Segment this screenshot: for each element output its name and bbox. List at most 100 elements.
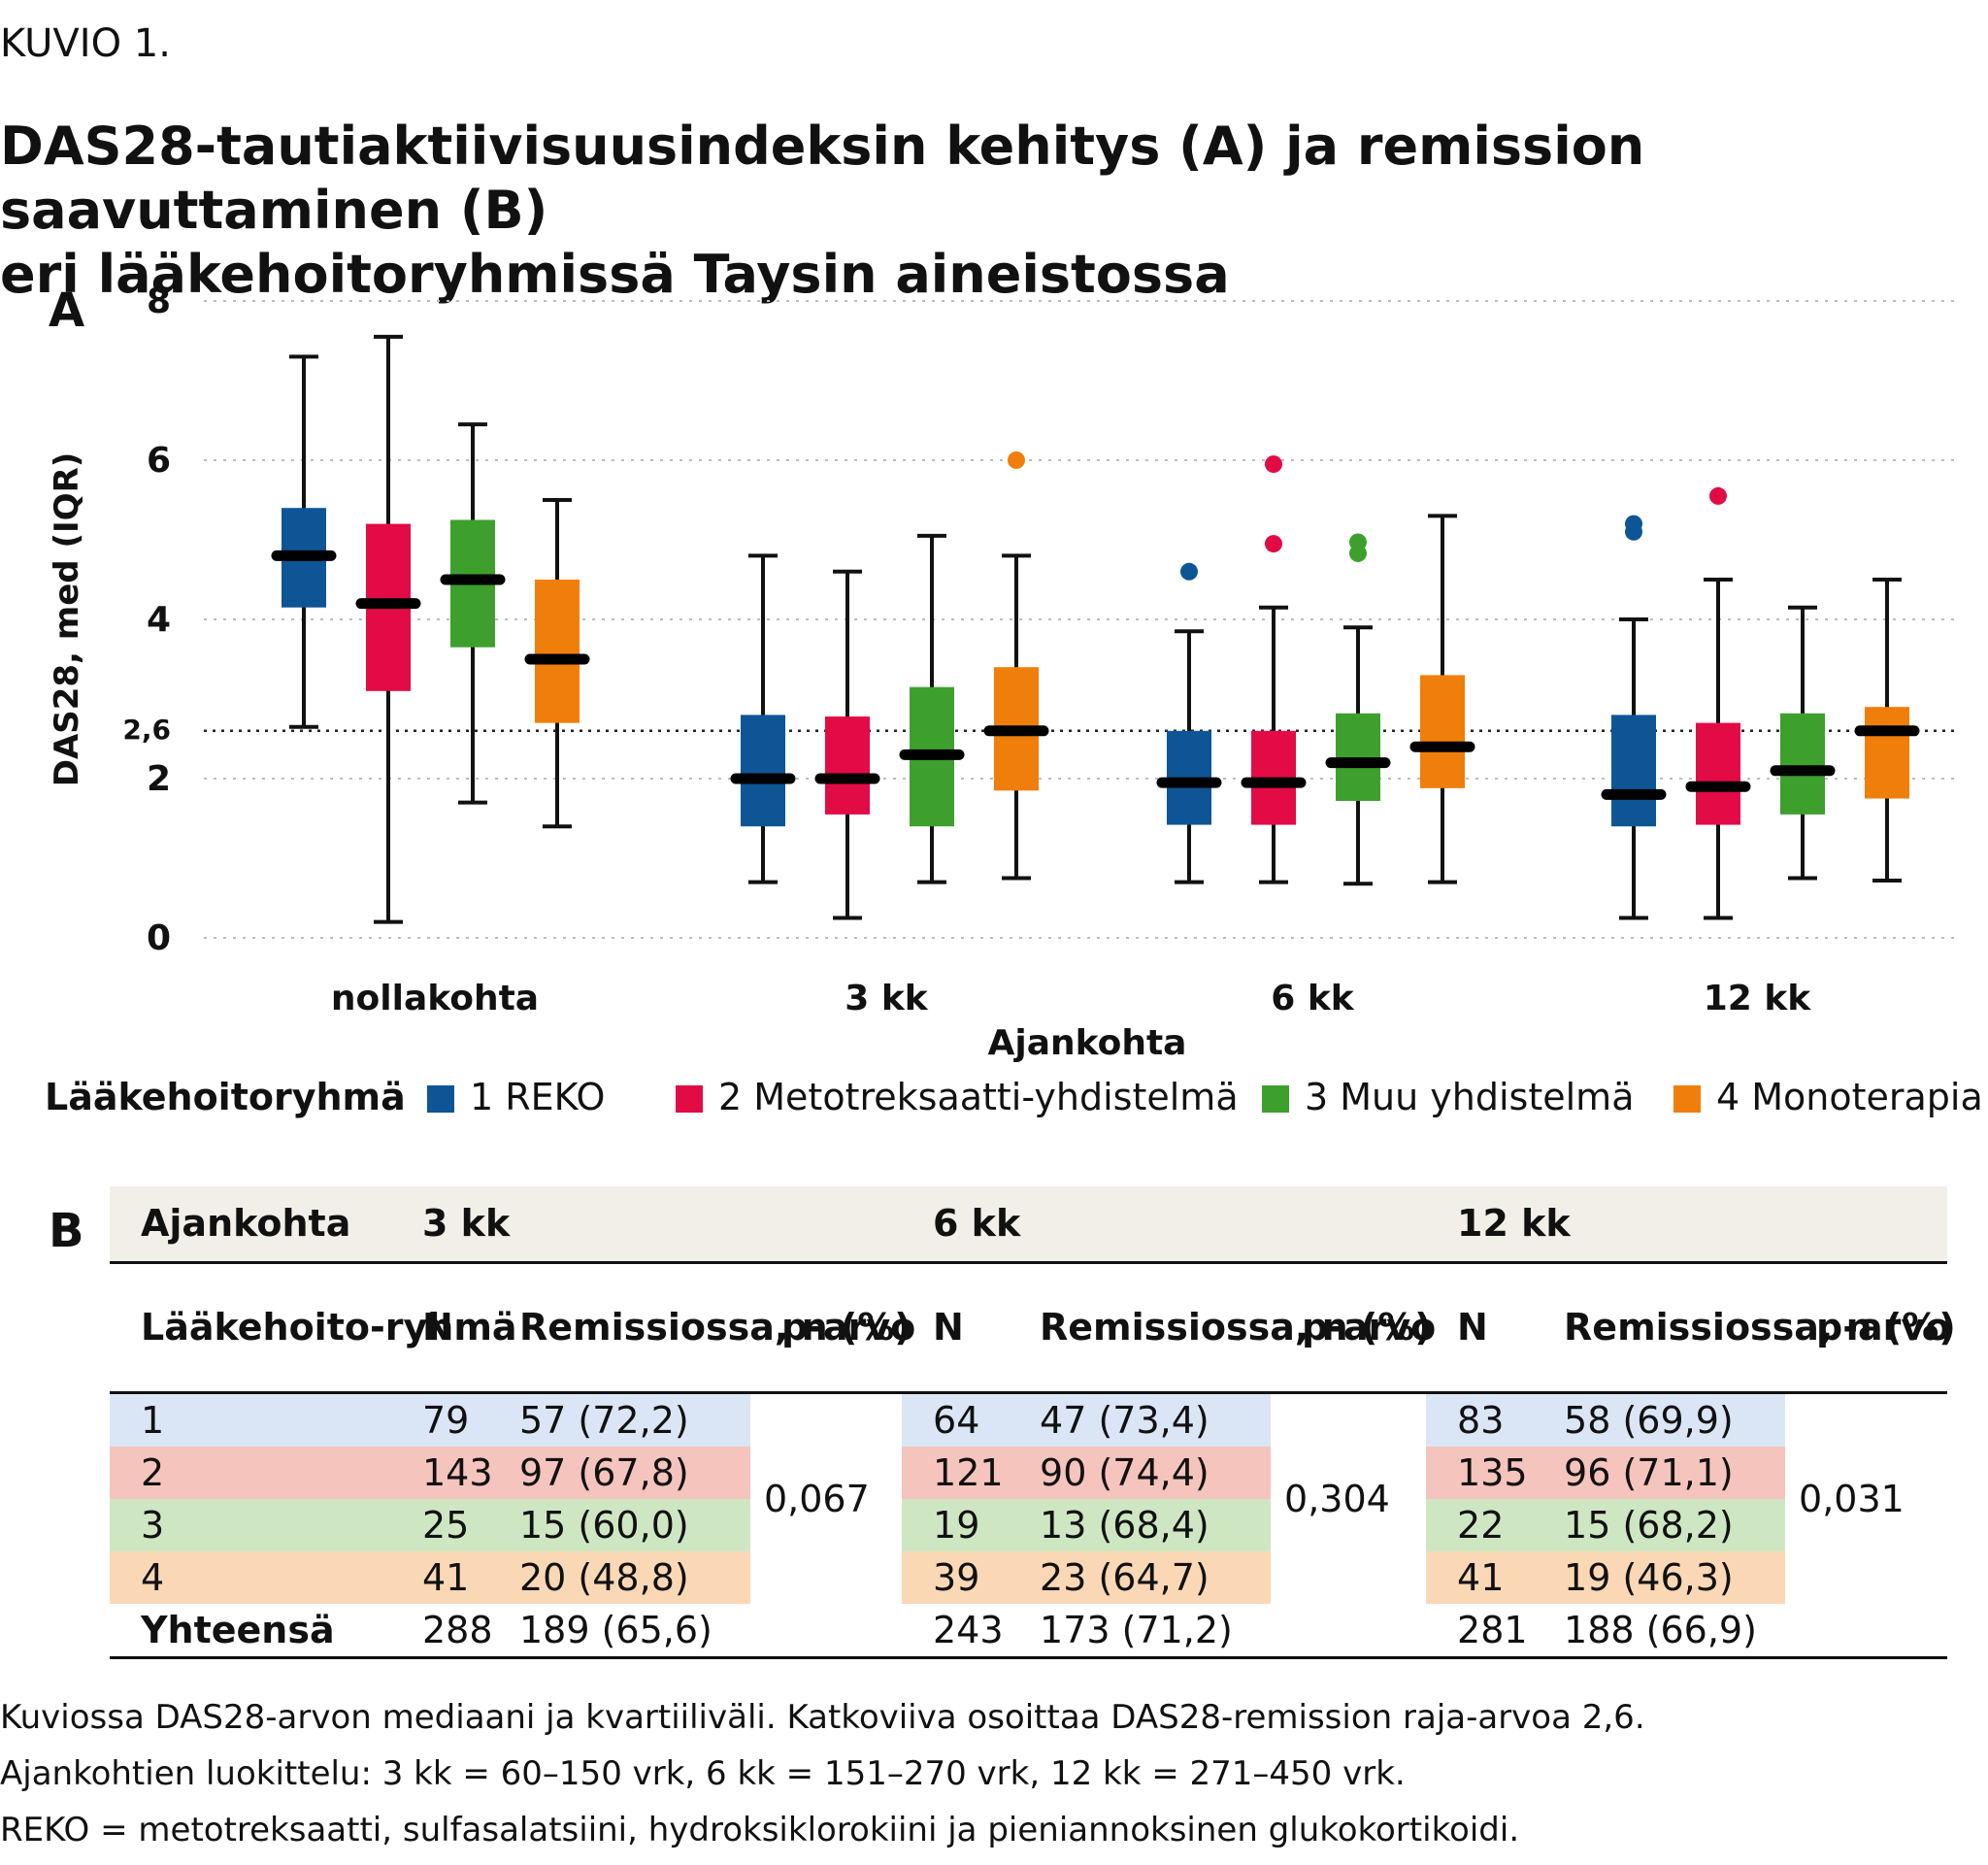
figure-title: DAS28-tautiaktiivisuusindeksin kehitys (…: [0, 115, 1971, 307]
figure-label: KUVIO 1.: [0, 21, 171, 66]
gridlines: [204, 300, 1959, 939]
cell-remission: 15 (60,0): [488, 1498, 750, 1551]
cell-remission: 188 (66,9): [1564, 1608, 1757, 1651]
box-4-4: [1854, 578, 1920, 883]
subheader-n: N: [422, 1306, 453, 1349]
subheader-p: p-arvo: [781, 1306, 916, 1349]
box-1-2: [730, 553, 796, 884]
figure-title-line-2: eri lääkehoitoryhmissä Taysin aineistoss…: [0, 244, 1230, 305]
cell-remission: 13 (68,4): [1009, 1498, 1272, 1551]
legend-swatch-monoterapia: [1673, 1085, 1701, 1113]
footnote-2: Ajankohtien luokittelu: 3 kk = 60–150 vr…: [0, 1754, 1406, 1793]
subheader-n: N: [933, 1306, 964, 1349]
legend-label-metotreksaatti: 2 Metotreksaatti-yhdistelmä: [718, 1076, 1239, 1118]
boxplot-chart: 0 2 2,6 4 6 8 DAS28, med (IQR) nollakohta 3 kk 6 …: [48, 282, 1959, 1063]
box-2-3: [1241, 455, 1307, 884]
cell-p-value: 0,304: [1284, 1477, 1390, 1520]
table-row: 1 79 57 (72,2) 0,067 64 47 (73,4) 0,304 …: [110, 1392, 1947, 1520]
legend-item-monoterapia: 4 Monoterapia: [1673, 1076, 1983, 1118]
cell-n: 79: [391, 1392, 488, 1447]
cell-n: 288: [422, 1608, 493, 1651]
iqr-box: [1865, 707, 1909, 799]
cell-remission: 57 (72,2): [488, 1392, 750, 1447]
x-tick-label: 12 kk: [1704, 979, 1812, 1018]
table-total-row: Yhteensä 288 189 (65,6) 243 173 (71,2) 2…: [110, 1604, 1948, 1657]
boxes: [271, 334, 1920, 924]
cell-remission: 90 (74,4): [1009, 1446, 1272, 1499]
legend-item-reko: 1 REKO: [427, 1076, 605, 1118]
x-tick-label: nollakohta: [331, 979, 539, 1018]
cell-group: 4: [110, 1550, 391, 1604]
iqr-box: [1420, 675, 1465, 788]
table-header-row: Ajankohta 3 kk 6 kk 12 kk: [110, 1186, 1948, 1262]
subheader-n: N: [1457, 1306, 1488, 1349]
box-2-1: [355, 334, 421, 924]
y-tick-label: 2: [147, 759, 171, 799]
cell-p-value: 0,031: [1799, 1477, 1905, 1520]
cell-n: 83: [1426, 1392, 1534, 1447]
cell-n: 39: [902, 1550, 1010, 1604]
table-row: 4 41 20 (48,8) 39 23 (64,7) 41 19 (46,3): [110, 1550, 1947, 1604]
box-1-3: [1156, 562, 1222, 884]
iqr-box: [1336, 713, 1380, 801]
outlier-point: [1180, 562, 1198, 581]
header-period-12kk: 12 kk: [1457, 1202, 1571, 1246]
subheader-p: p-arvo: [1302, 1306, 1437, 1349]
box-3-2: [899, 533, 965, 884]
cell-n: 19: [902, 1498, 1010, 1551]
box-4-1: [524, 498, 590, 829]
legend-swatch-reko: [427, 1085, 454, 1113]
box-3-1: [440, 422, 506, 805]
legend-label-muu-yhdistelma: 3 Muu yhdistelmä: [1305, 1076, 1635, 1118]
header-ajankohta: Ajankohta: [141, 1202, 351, 1246]
footnotes: Kuviossa DAS28-arvon mediaani ja kvartii…: [0, 1689, 1645, 1858]
box-2-2: [814, 569, 880, 920]
y-tick-label: 0: [147, 918, 171, 958]
cell-group: 2: [110, 1446, 391, 1499]
iqr-box: [1611, 715, 1656, 827]
cell-n: 135: [1426, 1446, 1534, 1499]
box-1-4: [1601, 515, 1667, 920]
legend-item-metotreksaatti: 2 Metotreksaatti-yhdistelmä: [676, 1076, 1239, 1118]
footnote-1: Kuviossa DAS28-arvon mediaani ja kvartii…: [0, 1698, 1645, 1737]
cell-total-label: Yhteensä: [141, 1608, 335, 1651]
cell-n: 64: [902, 1392, 1010, 1447]
subheader-remission: Remissiossa, n (%): [519, 1306, 911, 1349]
cell-remission: 173 (71,2): [1040, 1608, 1233, 1651]
cell-n: 22: [1426, 1498, 1534, 1551]
cell-n: 143: [391, 1446, 493, 1499]
legend: Lääkehoitoryhmä 1 REKO 2 Metotreksaatti-…: [45, 1076, 1983, 1134]
subheader-p: p-arvo: [1816, 1306, 1951, 1349]
cell-n: 25: [391, 1498, 488, 1551]
subheader-remission: Remissiossa, n (%): [1040, 1306, 1432, 1349]
legend-title: Lääkehoitoryhmä: [45, 1076, 406, 1118]
iqr-box: [825, 716, 870, 815]
outlier-point: [1349, 544, 1367, 562]
cell-group: 1: [110, 1392, 391, 1447]
subheader-remission: Remissiossa, n (%): [1564, 1306, 1956, 1349]
table-subheader-row: Lääkehoito-ryhmä N Remissiossa, n (%) p-…: [110, 1262, 1956, 1392]
x-tick-label: 3 kk: [845, 979, 929, 1018]
legend-swatch-muu-yhdistelma: [1262, 1085, 1289, 1113]
header-period-6kk: 6 kk: [933, 1202, 1021, 1246]
table-row: 2 143 97 (67,8) 121 90 (74,4) 135 96 (71…: [110, 1446, 1947, 1499]
subheader-group: Lääkehoito-ryhmä: [141, 1306, 517, 1349]
cell-remission: 96 (71,1): [1533, 1446, 1786, 1499]
axes: 0 2 2,6 4 6 8 DAS28, med (IQR) nollakohta 3 kk 6 …: [48, 282, 1811, 1063]
box-4-3: [1409, 514, 1475, 884]
remission-table: Ajankohta 3 kk 6 kk 12 kk Lääkehoito-ryh…: [110, 1186, 1956, 1659]
panel-b-label: B: [49, 1204, 84, 1258]
outlier-point: [1265, 455, 1282, 474]
cell-n: 243: [933, 1608, 1004, 1651]
box-1-1: [271, 354, 337, 729]
cell-n: 41: [391, 1550, 488, 1604]
legend-label-reko: 1 REKO: [470, 1076, 606, 1118]
cell-remission: 23 (64,7): [1009, 1550, 1272, 1604]
cell-remission: 97 (67,8): [488, 1446, 750, 1499]
cell-remission: 15 (68,2): [1533, 1498, 1786, 1551]
footnote-3: REKO = metotreksaatti, sulfasalatsiini, …: [0, 1811, 1520, 1849]
cell-remission: 20 (48,8): [488, 1550, 750, 1604]
iqr-box: [535, 580, 580, 723]
iqr-box: [741, 715, 785, 827]
x-axis-label: Ajankohta: [988, 1023, 1187, 1063]
